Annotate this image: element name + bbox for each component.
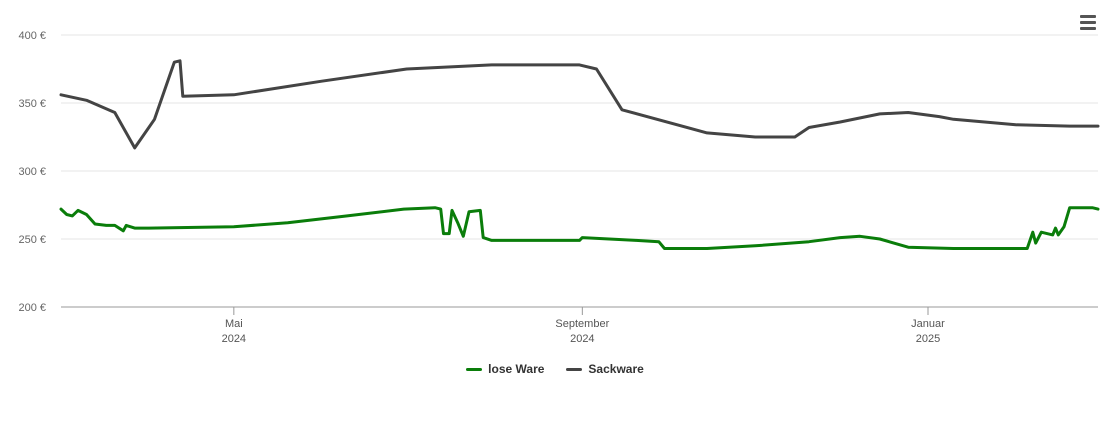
x-tick-label-year: 2024: [570, 333, 594, 345]
x-tick-label-month: September: [555, 318, 609, 330]
y-tick-label: 250 €: [18, 234, 46, 246]
series-line-sackware[interactable]: [59, 59, 1100, 150]
legend-swatch-lose-ware: [466, 367, 483, 371]
legend-swatch-sackware: [566, 367, 583, 371]
series-lines: [59, 59, 1100, 250]
legend-item-sackware[interactable]: Sackware: [566, 362, 644, 376]
y-tick-label: 300 €: [18, 166, 46, 178]
y-tick-label: 200 €: [18, 302, 46, 314]
x-axis: Mai 2024 September 2024 Januar 2025: [61, 306, 1098, 345]
x-tick-label-month: Januar: [911, 318, 945, 330]
legend-label-sackware: Sackware: [588, 362, 644, 376]
y-tick-label: 400 €: [18, 30, 46, 42]
legend-item-lose-ware[interactable]: lose Ware: [466, 362, 544, 376]
legend: lose Ware Sackware: [0, 362, 1110, 376]
x-tick-label-year: 2025: [916, 333, 940, 345]
x-tick-label-year: 2024: [222, 333, 246, 345]
x-tick-label-month: Mai: [225, 318, 243, 330]
series-line-lose-ware[interactable]: [59, 206, 1100, 250]
legend-label-lose-ware: lose Ware: [488, 362, 545, 376]
hamburger-menu-icon[interactable]: [1074, 10, 1102, 34]
y-tick-label: 350 €: [18, 98, 46, 110]
y-axis: 200 € 250 € 300 € 350 € 400 €: [18, 30, 46, 314]
